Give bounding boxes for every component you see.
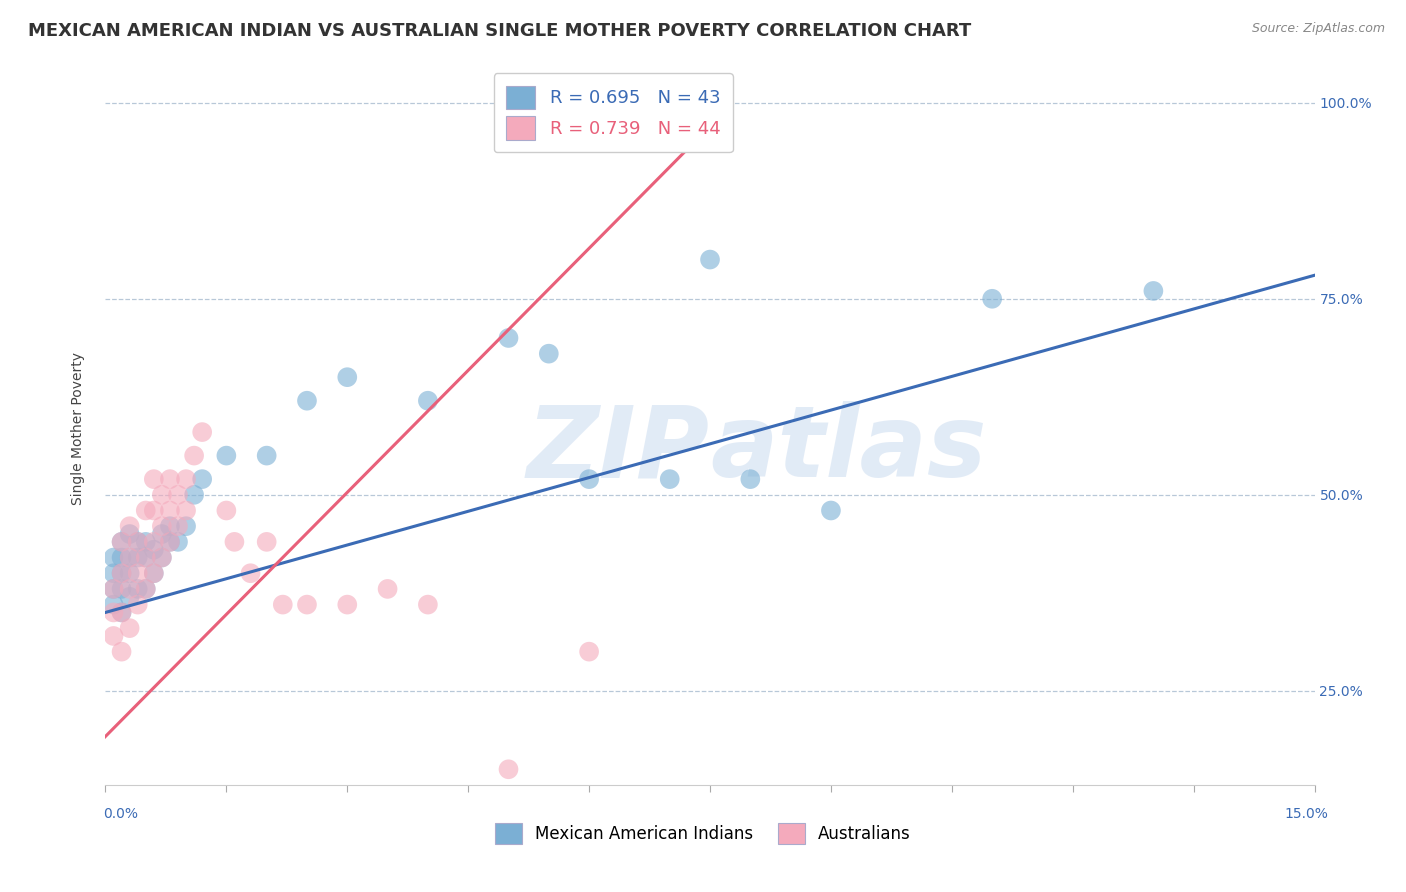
Point [127,534,149,549]
Point [118,621,141,635]
Point [103,582,125,596]
Point [110,566,132,581]
Legend: R = 0.695   N = 43, R = 0.739   N = 44: R = 0.695 N = 43, R = 0.739 N = 44 [494,73,733,153]
Point [740,472,762,486]
Point [174,519,197,533]
Point [150,550,173,565]
Point [295,393,318,408]
Point [142,542,165,557]
Point [142,566,165,581]
Point [135,582,157,596]
Point [142,566,165,581]
Point [256,449,278,463]
Point [110,566,132,581]
Point [416,598,439,612]
Point [167,534,190,549]
Point [118,527,141,541]
Point [135,550,157,565]
Point [159,503,181,517]
Point [159,534,181,549]
Point [118,519,141,533]
Point [118,550,141,565]
Point [118,550,141,565]
Point [103,629,125,643]
Legend: Mexican American Indians, Australians: Mexican American Indians, Australians [486,814,920,853]
Point [191,472,214,486]
Point [150,527,173,541]
Point [142,472,165,486]
Point [578,472,600,486]
Point [150,488,173,502]
Point [159,534,181,549]
Y-axis label: Single Mother Poverty: Single Mother Poverty [70,351,84,505]
Point [135,550,157,565]
Point [127,582,149,596]
Point [110,534,132,549]
Point [150,550,173,565]
Point [118,590,141,604]
Point [183,488,205,502]
Point [142,534,165,549]
Point [118,566,141,581]
Text: Source: ZipAtlas.com: Source: ZipAtlas.com [1251,22,1385,36]
Point [377,582,399,596]
Point [578,645,600,659]
Text: ZIP: ZIP [527,401,710,498]
Point [295,598,318,612]
Point [174,503,197,517]
Point [103,566,125,581]
Point [159,472,181,486]
Point [103,606,125,620]
Point [191,425,214,439]
Point [183,449,205,463]
Point [127,598,149,612]
Text: atlas: atlas [710,401,987,498]
Point [127,550,149,565]
Text: 0.0%: 0.0% [103,806,138,821]
Point [110,645,132,659]
Point [159,519,181,533]
Point [271,598,294,612]
Point [110,582,132,596]
Point [498,762,520,776]
Point [150,519,173,533]
Point [820,503,842,517]
Point [127,534,149,549]
Point [127,566,149,581]
Point [110,550,132,565]
Point [110,606,132,620]
Point [256,534,278,549]
Point [416,393,439,408]
Point [110,534,132,549]
Point [142,503,165,517]
Point [215,449,238,463]
Point [699,252,721,267]
Point [103,582,125,596]
Point [103,550,125,565]
Point [135,582,157,596]
Point [1142,284,1164,298]
Point [239,566,262,581]
Point [658,472,681,486]
Point [981,292,1004,306]
Point [167,488,190,502]
Point [215,503,238,517]
Point [336,370,359,384]
Text: MEXICAN AMERICAN INDIAN VS AUSTRALIAN SINGLE MOTHER POVERTY CORRELATION CHART: MEXICAN AMERICAN INDIAN VS AUSTRALIAN SI… [28,22,972,40]
Point [174,472,197,486]
Point [110,606,132,620]
Point [498,331,520,345]
Point [118,582,141,596]
Point [336,598,359,612]
Point [135,534,157,549]
Point [224,534,246,549]
Text: 15.0%: 15.0% [1285,806,1329,821]
Point [135,503,157,517]
Point [103,598,125,612]
Point [167,519,190,533]
Point [537,346,560,360]
